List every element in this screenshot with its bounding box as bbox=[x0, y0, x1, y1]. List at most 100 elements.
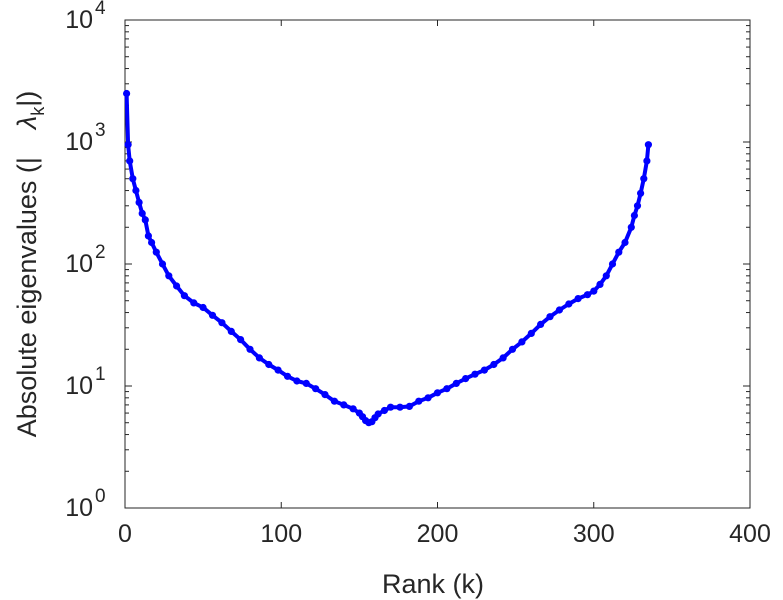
data-point bbox=[452, 379, 460, 387]
data-point bbox=[627, 223, 635, 231]
data-point bbox=[615, 248, 623, 256]
data-point bbox=[630, 211, 639, 220]
data-point bbox=[596, 280, 604, 288]
y-axis-label-prefix: Absolute eigenvalues (| bbox=[12, 157, 42, 437]
data-point bbox=[518, 338, 526, 346]
data-point bbox=[135, 198, 143, 206]
data-point bbox=[583, 291, 592, 299]
data-point bbox=[321, 391, 329, 399]
data-point bbox=[608, 260, 617, 268]
data-point bbox=[644, 141, 653, 149]
series-layer bbox=[123, 89, 653, 427]
x-tick-label: 300 bbox=[573, 520, 615, 548]
data-point bbox=[499, 354, 507, 362]
data-point bbox=[574, 295, 582, 303]
data-point bbox=[546, 313, 554, 321]
y-axis-label: Absolute eigenvalues (| λk|) bbox=[12, 91, 48, 438]
data-point bbox=[141, 216, 149, 224]
y-axis-label-suffix: |) bbox=[12, 91, 42, 107]
data-point bbox=[255, 354, 263, 362]
data-point bbox=[126, 157, 134, 165]
data-point bbox=[123, 89, 131, 98]
x-tick-label: 0 bbox=[118, 520, 132, 548]
data-point bbox=[405, 402, 413, 410]
data-point bbox=[387, 403, 395, 411]
x-axis: 0 100 200 300 400 bbox=[118, 20, 771, 548]
data-point bbox=[565, 300, 573, 308]
data-point bbox=[349, 405, 357, 413]
y-tick-exponent: 4 bbox=[95, 0, 106, 19]
data-point bbox=[148, 238, 156, 247]
x-tick-label: 200 bbox=[417, 520, 459, 548]
data-point bbox=[312, 385, 320, 393]
y-tick-label: 10 bbox=[65, 494, 93, 522]
y-tick-label: 10 bbox=[65, 372, 93, 400]
x-tick-label: 400 bbox=[729, 520, 771, 548]
data-point bbox=[165, 272, 173, 280]
data-point bbox=[374, 410, 382, 418]
data-point bbox=[433, 389, 442, 397]
data-point bbox=[246, 345, 254, 353]
data-point bbox=[415, 397, 423, 405]
data-point bbox=[637, 189, 645, 197]
x-axis-label: Rank (k) bbox=[382, 569, 484, 599]
data-point bbox=[424, 394, 432, 402]
data-point bbox=[124, 141, 132, 149]
y-tick-base: 10 bbox=[65, 494, 93, 522]
data-point bbox=[132, 186, 140, 195]
data-point bbox=[330, 397, 338, 405]
data-point bbox=[443, 385, 451, 393]
data-point bbox=[138, 209, 146, 217]
y-tick-label: 10 bbox=[65, 250, 93, 278]
data-point bbox=[471, 370, 479, 378]
data-point bbox=[380, 406, 388, 415]
y-tick-label: 10 bbox=[65, 128, 93, 156]
data-point bbox=[180, 292, 188, 300]
data-point bbox=[555, 306, 564, 314]
data-point bbox=[527, 329, 535, 337]
y-tick-exponent: 3 bbox=[95, 120, 106, 141]
data-point bbox=[537, 320, 545, 328]
y-axis-label-subscript: k bbox=[28, 106, 48, 116]
data-point bbox=[199, 303, 207, 312]
data-point bbox=[227, 327, 235, 335]
y-tick-base: 10 bbox=[65, 128, 93, 156]
data-point bbox=[144, 232, 152, 240]
data-point bbox=[173, 282, 181, 290]
data-point bbox=[508, 345, 517, 353]
y-tick-exponent: 0 bbox=[95, 486, 106, 507]
y-axis-label-symbol: λ bbox=[12, 116, 42, 131]
data-point bbox=[480, 366, 488, 374]
data-point bbox=[302, 379, 310, 387]
y-tick-base: 10 bbox=[65, 250, 93, 278]
data-point bbox=[129, 175, 137, 183]
data-point bbox=[190, 299, 198, 307]
data-point bbox=[158, 260, 167, 268]
y-tick-base: 10 bbox=[65, 6, 93, 34]
plot-area bbox=[124, 19, 751, 509]
data-point bbox=[396, 403, 404, 411]
data-point bbox=[340, 401, 348, 409]
data-point bbox=[643, 157, 651, 165]
data-point bbox=[490, 360, 498, 369]
data-point bbox=[293, 377, 301, 385]
data-point bbox=[237, 336, 245, 344]
y-tick-label: 10 bbox=[65, 6, 93, 34]
data-point bbox=[640, 175, 648, 183]
data-point bbox=[208, 311, 217, 319]
data-point bbox=[602, 272, 610, 280]
data-point bbox=[218, 319, 226, 327]
y-tick-exponent: 1 bbox=[95, 364, 106, 385]
y-tick-exponent: 2 bbox=[95, 242, 106, 263]
data-point bbox=[590, 287, 598, 295]
data-point bbox=[152, 248, 160, 256]
x-tick-label: 100 bbox=[260, 520, 302, 548]
data-point bbox=[265, 360, 273, 369]
data-point bbox=[283, 372, 292, 380]
data-point bbox=[462, 375, 470, 383]
data-point bbox=[274, 366, 282, 374]
data-point bbox=[633, 202, 642, 210]
data-point bbox=[621, 238, 629, 247]
